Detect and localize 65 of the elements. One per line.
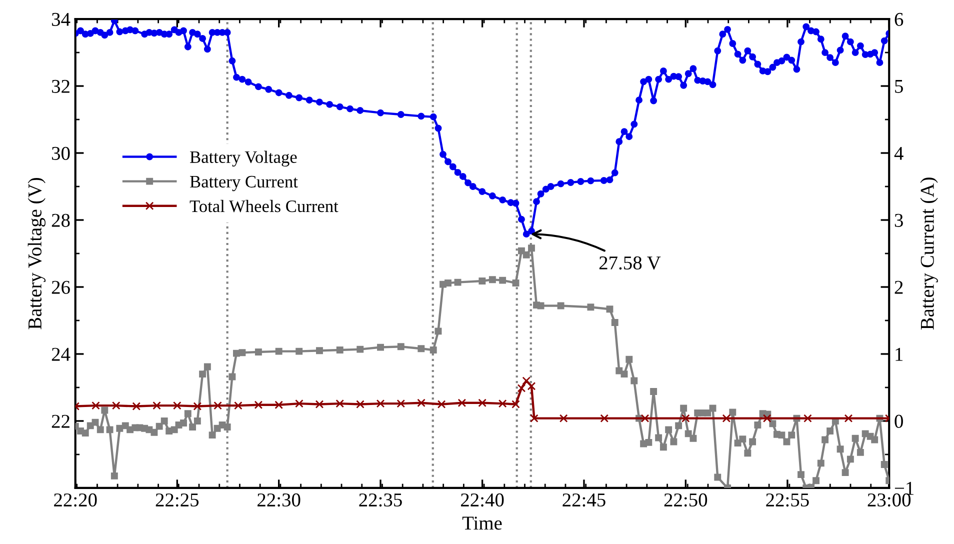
point (844, 414, 853, 422)
point (295, 399, 304, 408)
point (92, 401, 100, 410)
y-tick-label: 26 (52, 280, 70, 294)
point (417, 398, 426, 408)
point (132, 402, 141, 410)
y-tick-label: 24 (52, 348, 70, 361)
point (478, 398, 486, 408)
y2-tick-label: 0 (894, 414, 903, 428)
annotation: 27.58 V (599, 256, 661, 270)
x-tick-label: 22:35 (359, 493, 402, 507)
x-tick-label: 22:50 (664, 493, 708, 507)
y2-tick-label: 2 (894, 280, 903, 294)
point (681, 414, 690, 422)
y2-tick-label: 6 (894, 12, 904, 26)
point (214, 401, 222, 410)
point (804, 414, 812, 422)
x-tick-label: 22:25 (156, 493, 199, 507)
point (376, 399, 385, 408)
point (234, 401, 242, 410)
point (527, 382, 536, 390)
y2-axis-title: Battery Current (A) (920, 178, 938, 330)
x-tick-label: 22:30 (258, 493, 300, 507)
x-tick-label: 23:00 (868, 493, 911, 507)
point (172, 401, 182, 410)
legend-label: Battery Voltage (190, 150, 297, 167)
x-tick-label: 22:20 (54, 493, 97, 507)
y2-tick-label: 4 (894, 146, 904, 160)
point (512, 400, 520, 408)
y-tick-label: 32 (52, 80, 70, 93)
point (274, 400, 284, 410)
point (559, 414, 568, 422)
point (458, 398, 466, 408)
y-tick-label: 30 (52, 146, 70, 160)
point (315, 400, 324, 408)
x-tick-label: 22:40 (461, 493, 504, 507)
y-tick-label: 28 (52, 214, 70, 227)
point (254, 400, 263, 410)
legend-label: Total Wheels Current (190, 200, 338, 212)
y2-tick-label: 1 (896, 348, 903, 361)
point (517, 384, 526, 392)
point (498, 399, 507, 408)
y2-tick-label: 3 (894, 214, 903, 227)
y-tick-label: 34 (52, 12, 70, 26)
y-tick-label: 22 (52, 414, 70, 428)
point (396, 399, 406, 408)
point (356, 400, 364, 408)
y2-tick-label: 5 (895, 80, 903, 93)
point (722, 414, 731, 422)
point (112, 401, 120, 410)
point (530, 414, 538, 422)
x-axis-title: Time (462, 516, 502, 530)
point (193, 402, 202, 410)
legend-label: Battery Current (190, 176, 298, 192)
point (336, 399, 344, 408)
x-tick-label: 22:55 (766, 493, 809, 507)
point (437, 400, 446, 408)
point (640, 414, 650, 422)
point (762, 414, 772, 422)
point (600, 414, 609, 422)
y-axis-title: Battery Voltage (V) (28, 178, 46, 330)
x-tick-label: 22:45 (562, 493, 606, 507)
y2-tick-label: −1 (894, 482, 914, 495)
point (152, 401, 161, 410)
point (522, 376, 531, 385)
